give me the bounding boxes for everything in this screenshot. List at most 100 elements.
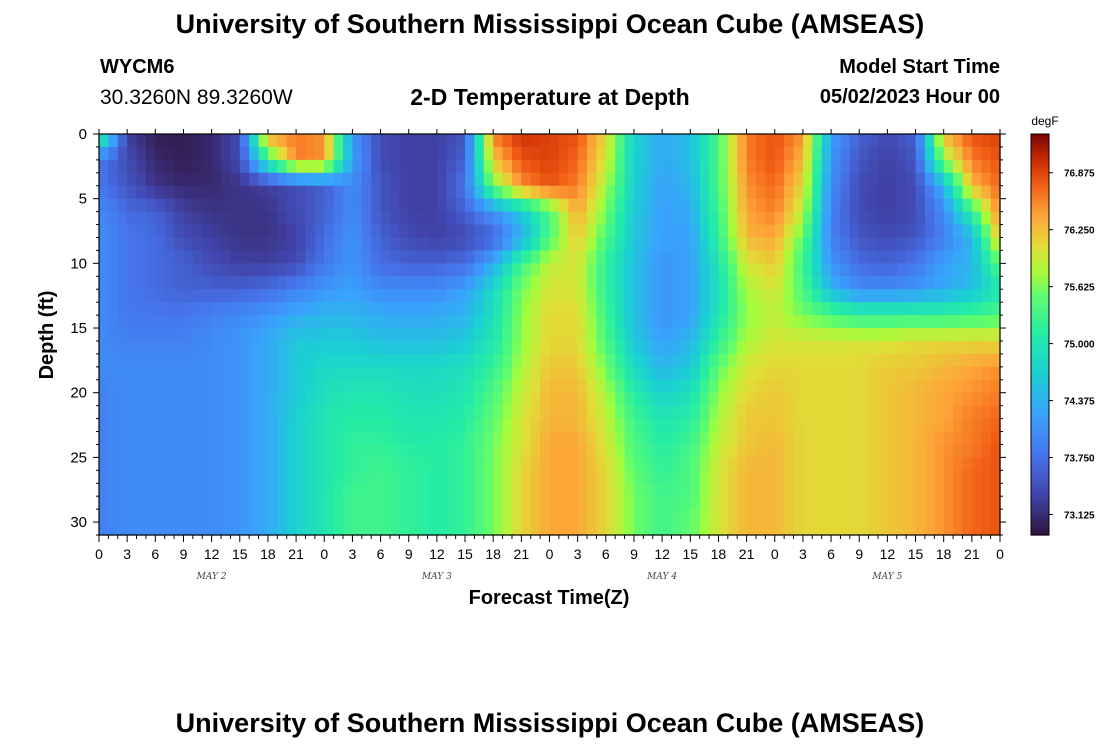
heatmap-cell [699,302,710,316]
heatmap-cell [145,134,156,148]
axes: 0 3 6 9 12 15 18 21 0 3 6 9 12 15 18 21 0 3 6 9 12 15 18 21 0 3 6 9… [70,126,1006,582]
heatmap-cell [202,509,213,523]
heatmap-cell [239,340,250,355]
heatmap-cell [211,159,222,174]
heatmap-cell [493,302,504,316]
heatmap-cell [774,276,785,290]
heatmap-cell [568,172,579,187]
heatmap-cell [549,159,560,174]
heatmap-cell [718,522,729,536]
heatmap-cell [455,522,466,536]
heatmap-cell [587,470,598,484]
heatmap-cell [943,483,954,497]
heatmap-cell [990,470,1001,484]
heatmap-cell [117,159,128,174]
heatmap-cell [108,224,119,239]
heatmap-cell [943,522,954,536]
colorbar-segment [1031,257,1049,262]
heatmap-cell [221,509,231,523]
heatmap-cell [943,263,954,277]
heatmap-cell [765,134,776,148]
heatmap-cell [192,289,203,303]
heatmap-cell [324,353,335,368]
heatmap-cell [849,405,860,420]
heatmap-cell [765,483,776,497]
heatmap-cell [127,185,138,200]
heatmap-cell [277,237,288,252]
heatmap-cell [352,263,363,277]
heatmap-cell [699,457,710,471]
heatmap-cell [624,431,635,446]
heatmap-cell [671,172,682,187]
heatmap-cell [371,379,382,394]
heatmap-cell [258,483,269,497]
heatmap-cell [558,457,569,471]
heatmap-cell [540,172,551,187]
heatmap-cell [267,496,278,510]
heatmap-cell [633,457,644,471]
heatmap-cell [802,405,813,420]
heatmap-cell [662,366,673,381]
heatmap-cell [333,302,344,316]
heatmap-cell [840,457,851,471]
heatmap-cell [906,159,917,174]
heatmap-cell [868,289,879,303]
heatmap-cell [906,457,917,471]
heatmap-cell [324,483,335,497]
heatmap-cell [577,444,588,458]
heatmap-cell [202,146,213,161]
heatmap-cell [953,392,964,407]
heatmap-cell [877,237,888,252]
heatmap-cell [249,146,260,161]
heatmap-cell [418,211,429,226]
heatmap-cell [849,431,860,446]
heatmap-cell [934,496,945,510]
colorbar-segment [1031,194,1049,199]
heatmap-cell [840,263,851,277]
heatmap-cell [934,366,945,381]
heatmap-cell [117,431,128,446]
heatmap-cell [643,509,654,523]
heatmap-cell [277,211,288,226]
heatmap-cell [211,392,222,407]
heatmap-cell [258,379,269,394]
heatmap-cell [840,211,851,226]
heatmap-cell [521,276,532,290]
heatmap-cell [540,431,551,446]
heatmap-cell [277,522,288,536]
heatmap-cell [427,172,438,187]
heatmap-cell [718,444,729,458]
heatmap-cell [633,483,644,497]
heatmap-cell [746,366,757,381]
heatmap-cell [990,522,1001,536]
heatmap-cell [727,509,738,523]
heatmap-cell [324,418,335,433]
heatmap-cell [183,522,194,536]
heatmap-cell [361,159,372,174]
heatmap-cell [267,522,278,536]
heatmap-cell [699,353,710,368]
heatmap-cell [962,134,973,148]
heatmap-cell [145,340,156,355]
heatmap-cell [746,134,757,148]
heatmap-cell [821,496,832,510]
heatmap-cell [765,224,776,239]
heatmap-cell [652,198,663,213]
heatmap-cell [971,457,982,471]
colorbar-segment [1031,170,1049,175]
heatmap-cell [990,172,1001,187]
heatmap-cell [718,405,729,420]
heatmap-cell [953,418,964,433]
heatmap-cell [774,315,785,329]
heatmap-cell [108,457,119,471]
heatmap-cell [774,134,785,148]
heatmap-cell [877,263,888,277]
heatmap-cell [399,496,410,510]
colorbar-segment [1031,418,1049,422]
heatmap-cell [821,302,832,316]
heatmap-cell [737,379,748,394]
heatmap-cell [174,172,185,187]
x-tick-label: 6 [602,546,610,562]
heatmap-cell [690,457,701,471]
heatmap-cell [943,470,954,484]
